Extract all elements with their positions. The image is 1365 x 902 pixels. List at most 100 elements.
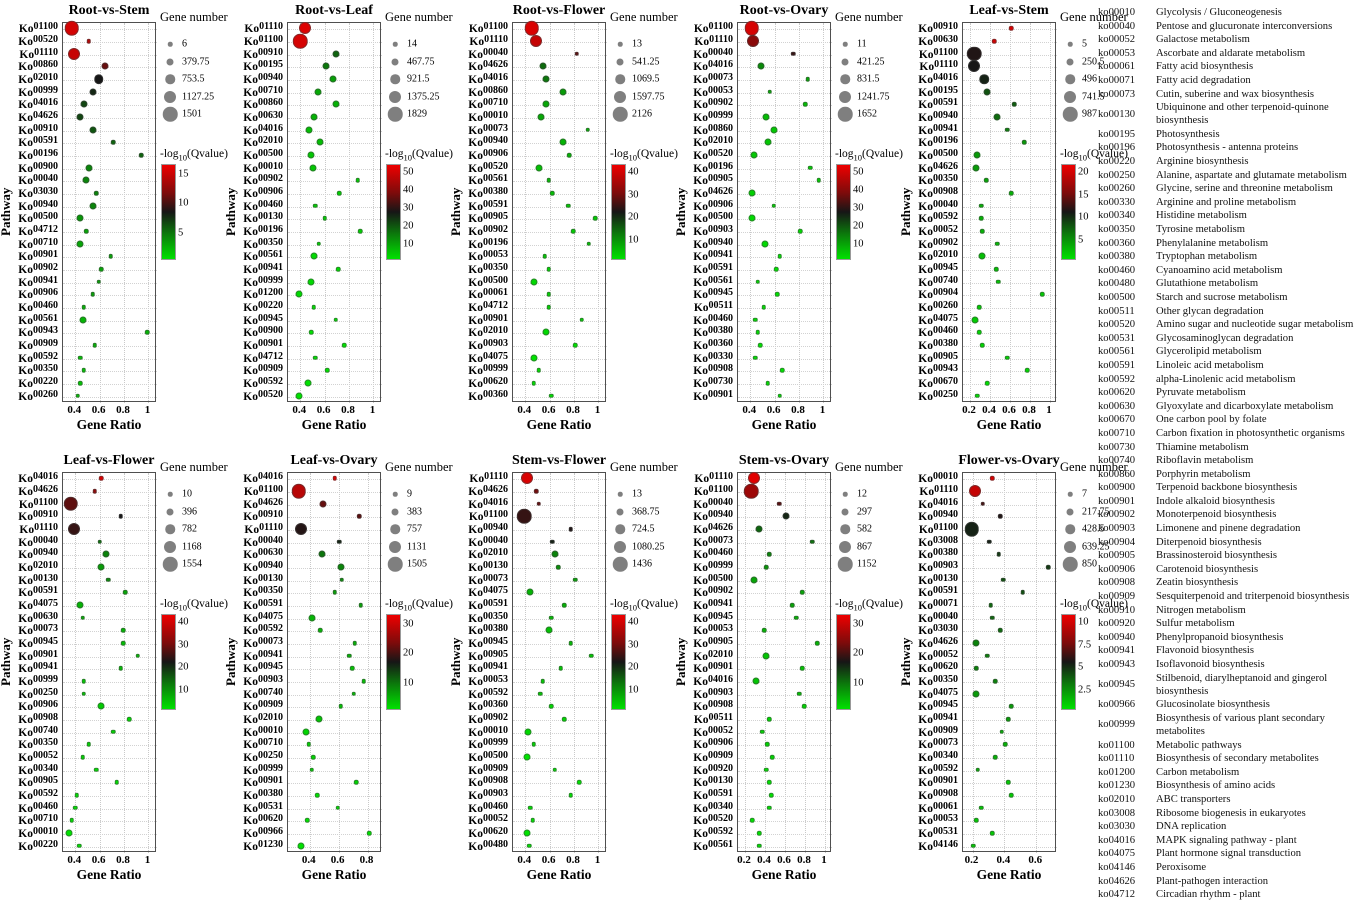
pathway-legend-row: ko00260 Glycine, serine and threonine met…: [1098, 182, 1364, 195]
gene-number-legend-value: 1080.25: [632, 541, 665, 552]
gridline-horizontal: [963, 346, 1057, 347]
data-point: [291, 483, 306, 499]
gene-number-legend-value: 396: [182, 506, 197, 517]
data-point: [90, 292, 95, 297]
pathway-tick-label: Ko00901: [18, 648, 58, 663]
pathway-tick-label: Ko04075: [18, 598, 58, 612]
pathway-tick-label: Ko00941: [18, 661, 58, 676]
pathway-legend-id: ko00360: [1098, 237, 1136, 249]
pathway-legend-id: ko00901: [1098, 495, 1136, 507]
data-point: [570, 228, 576, 234]
pathway-legend-id: ko00260: [1098, 183, 1136, 195]
pathway-legend-name: Sesquiterpenoid and triterpenoid biosynt…: [1156, 591, 1350, 603]
pathway-tick-label: Ko00360: [468, 699, 508, 714]
data-point: [106, 577, 111, 582]
gene-number-legend-value: 467.75: [407, 56, 435, 67]
data-point: [540, 678, 545, 684]
plot-panel-leaf-vs-stem: Leaf-vs-Stem Pathway 0.2 0.4 0.6 0.8 1 Gene Rat…: [898, 0, 1128, 450]
data-point: [1011, 102, 1017, 107]
pathway-tick-label: Ko00196: [243, 224, 283, 238]
pathway-tick-label: Ko00901: [693, 388, 733, 403]
data-point: [139, 152, 144, 158]
gene-number-legend-value: 831.5: [857, 73, 880, 85]
pathway-legend-row: ko00340 Histidine metabolism: [1098, 209, 1364, 222]
pathway-tick-label: Ko01110: [244, 522, 283, 536]
data-point: [361, 678, 366, 684]
plot-area: [62, 22, 157, 403]
data-point: [68, 523, 81, 535]
data-point: [304, 379, 312, 387]
gridline-horizontal: [738, 821, 832, 823]
data-point: [530, 35, 543, 47]
data-point: [69, 818, 75, 823]
data-point: [311, 304, 317, 310]
data-point: [766, 780, 772, 785]
data-point: [573, 342, 578, 348]
data-point: [338, 704, 343, 709]
pathway-legend-id: ko00966: [1098, 699, 1136, 711]
data-point: [743, 483, 759, 499]
gridline-horizontal: [738, 846, 832, 848]
pathway-tick-label: Ko01100: [918, 46, 958, 61]
gridline-horizontal: [738, 282, 832, 284]
qvalue-tick-label: 40: [853, 184, 864, 196]
pathway-legend-id: ko00920: [1098, 618, 1136, 630]
gene-number-legend-dot: [1067, 41, 1073, 47]
data-point: [589, 653, 594, 658]
pathway-legend-row: ko03030 DNA replication: [1098, 820, 1364, 833]
data-point: [565, 203, 571, 208]
pathway-legend-row: ko00061 Fatty acid biosynthesis: [1098, 60, 1364, 73]
gridline-horizontal: [738, 371, 832, 373]
gridline-horizontal: [288, 555, 382, 557]
gridline-vertical: [825, 473, 826, 853]
gridline-vertical: [1004, 473, 1006, 853]
x-tick-label: 1: [144, 404, 151, 416]
pathway-tick-label: Ko00053: [468, 674, 508, 688]
gridline-vertical: [765, 473, 766, 853]
gridline-horizontal: [963, 631, 1057, 633]
pathway-tick-label: Ko00903: [468, 338, 508, 352]
gene-number-legend-value: 1241.75: [857, 91, 890, 102]
data-point: [367, 830, 372, 836]
x-tick-label: 0.4: [292, 404, 307, 416]
pathway-legend-row: ko00910 Nitrogen metabolism: [1098, 604, 1364, 617]
gene-number-legend-dot: [840, 524, 850, 534]
data-point: [86, 38, 92, 44]
data-point: [551, 550, 559, 558]
data-point: [567, 152, 572, 158]
data-point: [526, 843, 532, 848]
data-point: [768, 792, 774, 798]
data-point: [1005, 780, 1011, 785]
pathway-tick-label: Ko00591: [693, 262, 733, 276]
pathway-tick-label: Ko00902: [468, 712, 508, 726]
gene-number-legend-dot: [617, 491, 623, 497]
data-point: [316, 241, 321, 246]
pathway-legend-row: ko00531 Glycosaminoglycan degradation: [1098, 332, 1364, 345]
data-point: [755, 330, 760, 335]
pathway-tick-label: Ko00592: [468, 686, 508, 701]
x-tick-label: 0.6: [766, 404, 781, 416]
data-point: [984, 380, 990, 386]
gridline-horizontal: [288, 669, 382, 671]
qvalue-tick-label: 20: [178, 661, 189, 673]
data-point: [552, 767, 557, 772]
pathway-tick-label: Ko00220: [18, 838, 58, 853]
data-point: [308, 614, 316, 622]
pathway-tick-label: Ko04016: [468, 72, 508, 86]
data-point: [974, 666, 979, 671]
pathway-legend-id: ko00905: [1098, 550, 1136, 562]
gene-number-legend-dot: [1065, 74, 1075, 84]
data-point: [1021, 140, 1027, 145]
data-point: [993, 754, 998, 760]
pathway-legend-id: ko02010: [1098, 793, 1136, 805]
gridline-horizontal: [288, 694, 382, 696]
pathway-tick-label: Ko00040: [693, 496, 733, 511]
pathway-legend-name: Galactose metabolism: [1156, 34, 1250, 46]
pathway-tick-label: Ko00360: [693, 338, 733, 352]
data-point: [568, 792, 573, 798]
x-tick-label: 0.2: [962, 404, 976, 416]
pathway-legend-row: ko00460 Cyanoamino acid metabolism: [1098, 264, 1364, 277]
gene-number-legend-dot: [1062, 556, 1078, 572]
gene-number-legend-value: 1652: [857, 108, 877, 120]
data-point: [135, 653, 140, 658]
